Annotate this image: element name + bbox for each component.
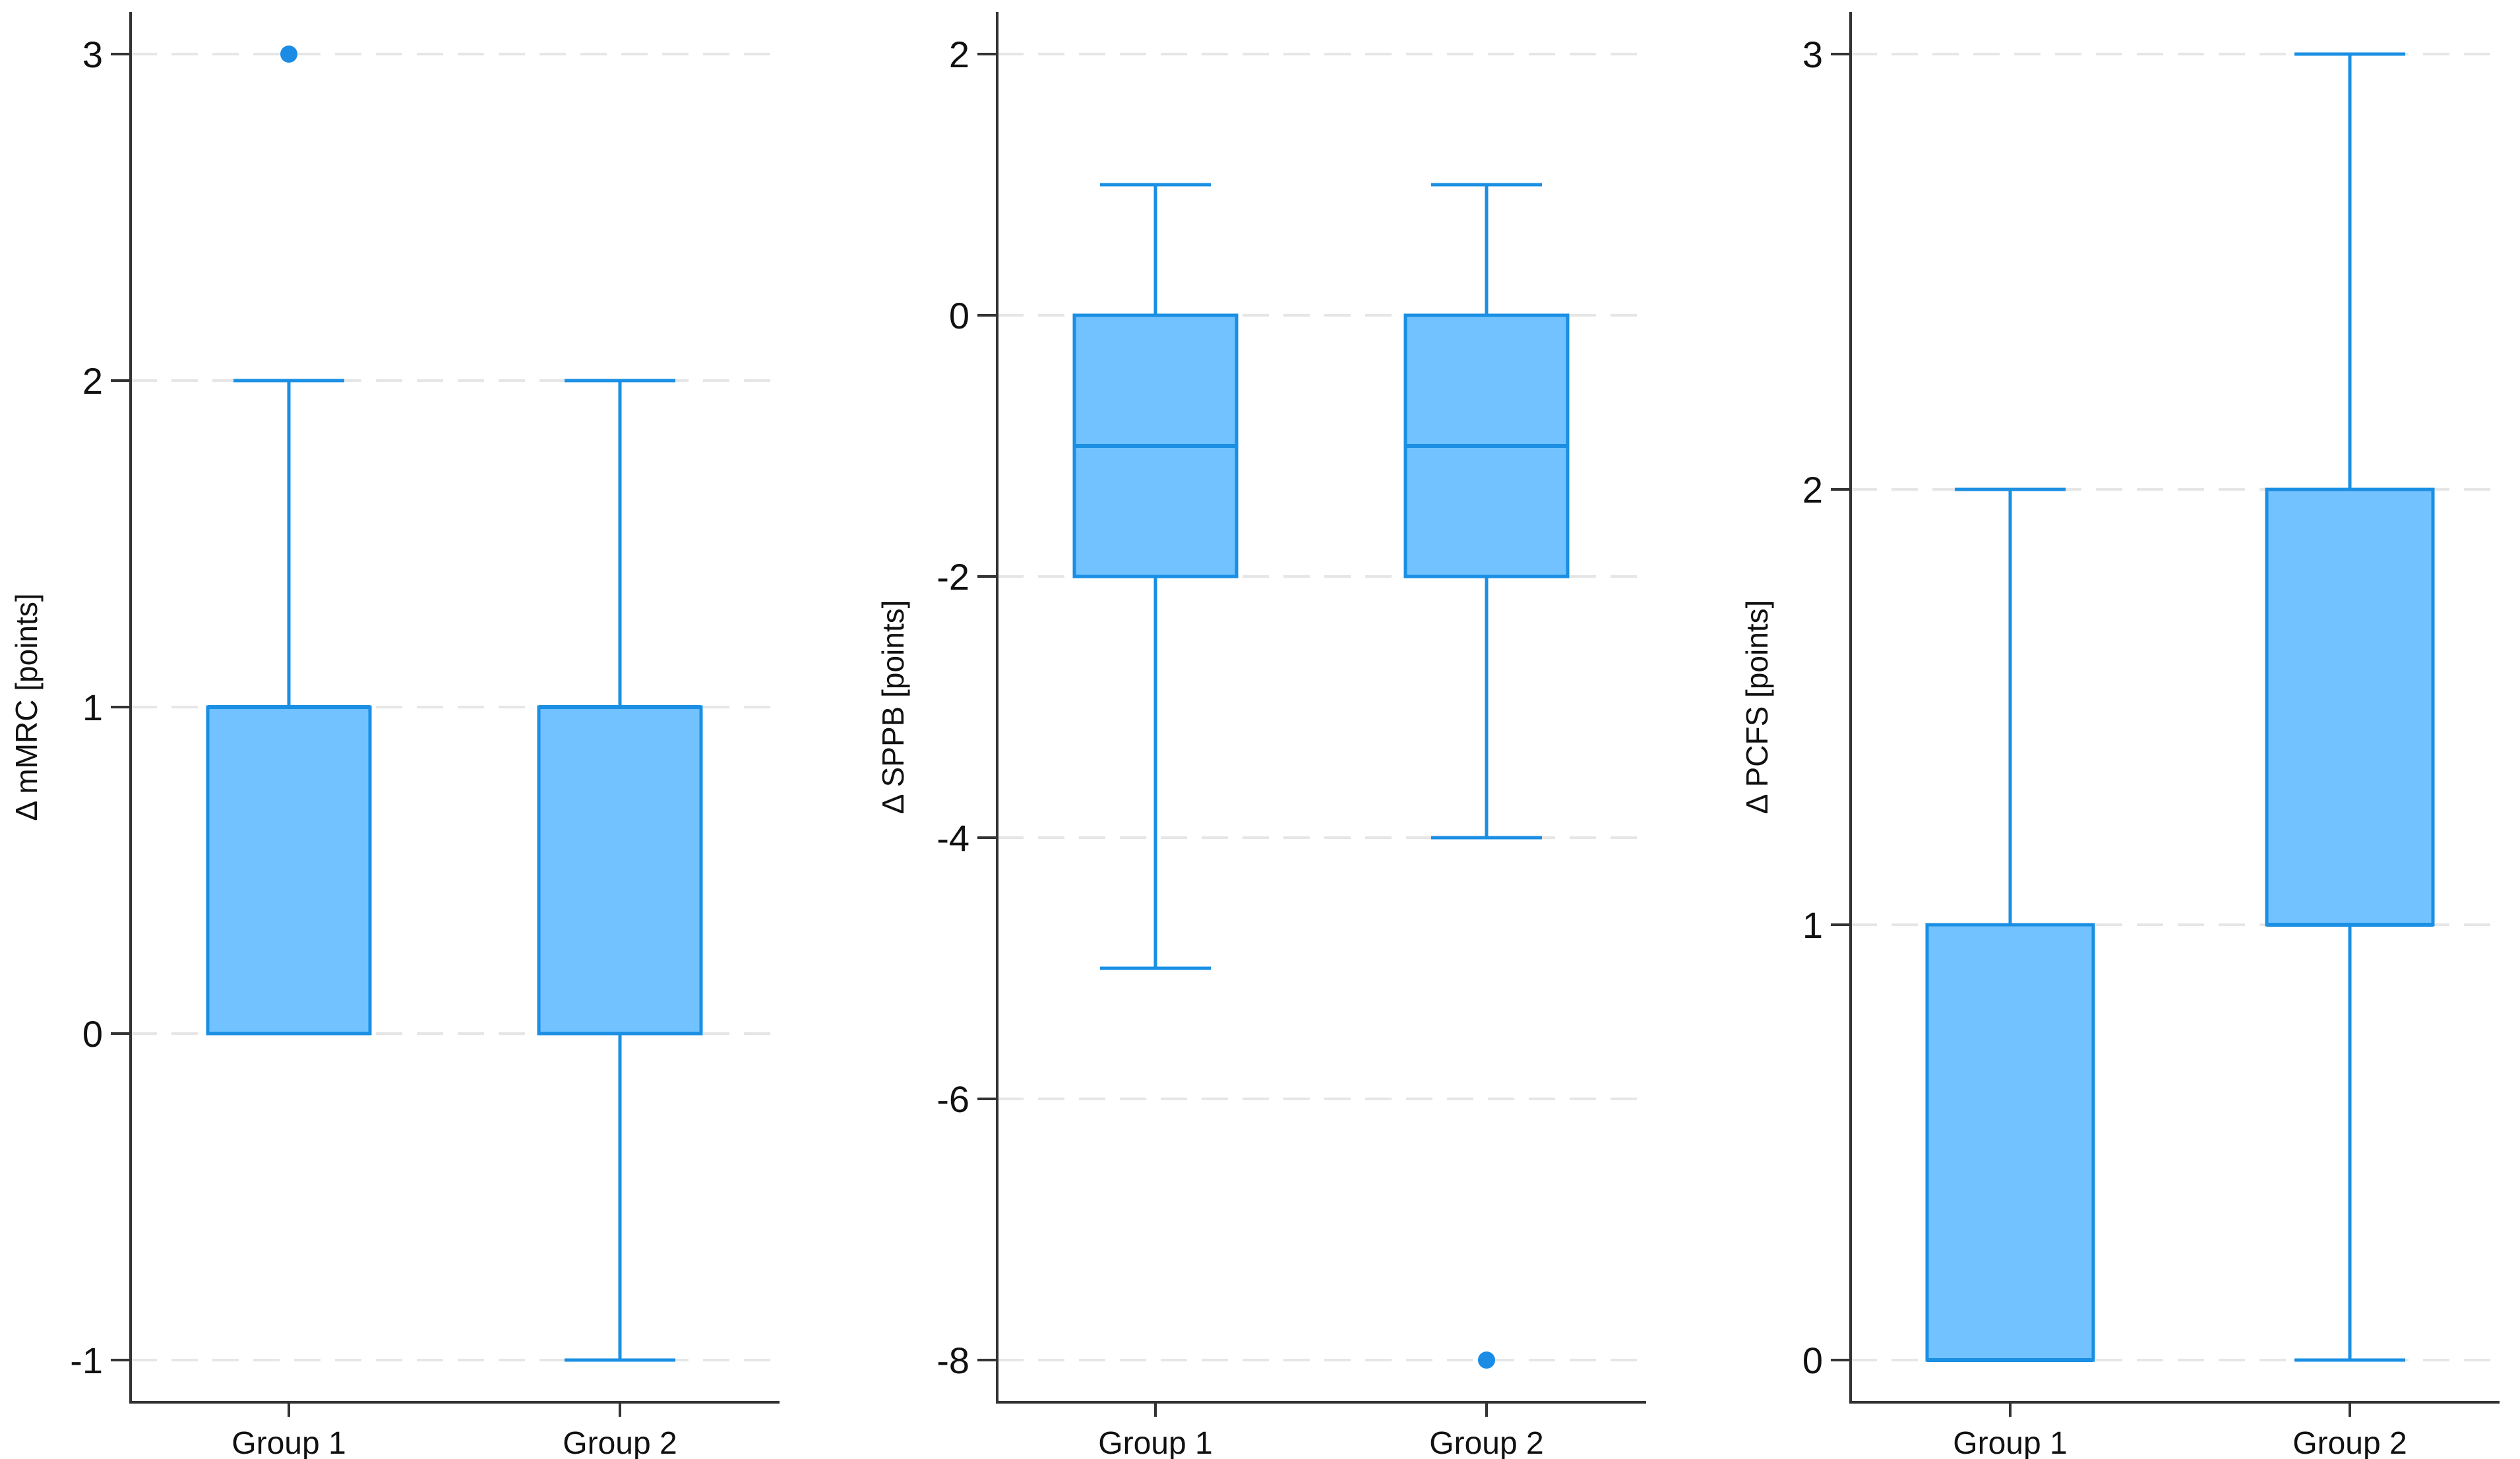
box-2 bbox=[1403, 183, 1570, 1369]
x-category-label: Group 2 bbox=[563, 1426, 677, 1459]
box-1 bbox=[1925, 487, 2095, 1362]
y-tick-label: 3 bbox=[1802, 34, 1823, 75]
y-tick-label: 2 bbox=[1802, 469, 1823, 511]
outlier-point bbox=[1478, 1351, 1495, 1369]
chart-panel-2: -8 -6 -4 -2 0 2 Δ SPPB [points] Group 1 Group 2 bbox=[876, 12, 1646, 1459]
y-axis-title: Δ SPPB [points] bbox=[876, 600, 910, 815]
x-category-label: Group 2 bbox=[1429, 1426, 1543, 1459]
y-tick-label: 3 bbox=[82, 34, 103, 75]
box-iqr bbox=[1925, 923, 2095, 1362]
box-iqr bbox=[206, 705, 372, 1036]
y-tick-label: -1 bbox=[70, 1340, 103, 1381]
y-tick-label: 0 bbox=[1802, 1340, 1823, 1381]
outlier-point bbox=[280, 46, 297, 63]
y-tick-label: 0 bbox=[949, 295, 969, 336]
y-tick-label: -4 bbox=[937, 817, 969, 859]
x-category-label: Group 1 bbox=[1953, 1426, 2067, 1459]
y-tick-label: 2 bbox=[949, 34, 969, 75]
x-category-label: Group 1 bbox=[231, 1426, 346, 1459]
y-tick-label: -6 bbox=[937, 1078, 969, 1120]
box-2 bbox=[537, 379, 703, 1362]
box-iqr bbox=[537, 705, 703, 1036]
y-tick-label: 1 bbox=[82, 687, 103, 728]
y-tick-label: 1 bbox=[1802, 904, 1823, 946]
box-iqr bbox=[2265, 487, 2435, 927]
y-tick-label: -2 bbox=[937, 556, 969, 598]
x-category-label: Group 2 bbox=[2292, 1426, 2407, 1459]
box-1 bbox=[1072, 183, 1239, 970]
y-tick-label: 0 bbox=[82, 1013, 103, 1055]
y-axis-title: Δ PCFS [points] bbox=[1740, 600, 1774, 815]
chart-panel-3: 0 1 2 3 Δ PCFS [points] Group 1 Group 2 bbox=[1740, 12, 2500, 1459]
y-axis-title: Δ mMRC [points] bbox=[9, 593, 44, 821]
y-tick-label: -8 bbox=[937, 1340, 969, 1381]
chart-panel-1: -1 0 1 2 3 Δ mMRC [points] Group 1 Group 2 bbox=[9, 12, 780, 1459]
box-2 bbox=[2265, 52, 2435, 1362]
x-category-label: Group 1 bbox=[1098, 1426, 1212, 1459]
box-1 bbox=[206, 46, 372, 1036]
y-tick-label: 2 bbox=[82, 360, 103, 402]
